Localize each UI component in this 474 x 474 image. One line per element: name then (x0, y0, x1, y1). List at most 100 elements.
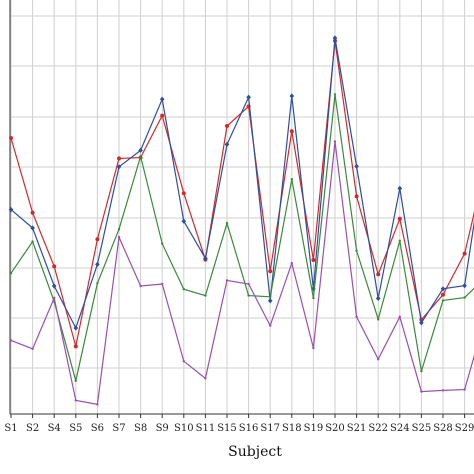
data-point (116, 164, 122, 170)
plot-frame (9, 0, 474, 418)
x-tick-label: S17 (260, 423, 280, 434)
data-point (247, 282, 250, 286)
x-tick-label: S24 (390, 423, 410, 434)
data-point (289, 129, 294, 134)
data-point (204, 294, 207, 297)
data-point (312, 296, 315, 300)
x-tick-label: S2 (26, 423, 39, 434)
data-point (204, 377, 207, 380)
x-tick-label: S21 (347, 423, 367, 434)
data-point (355, 249, 358, 252)
data-point (159, 96, 165, 102)
data-point (290, 262, 293, 265)
data-point (354, 194, 359, 199)
data-point (290, 178, 293, 181)
data-point (51, 283, 57, 289)
data-point (441, 292, 445, 297)
series-layer (8, 35, 474, 406)
data-point (96, 403, 99, 406)
data-point (182, 288, 185, 291)
series-line (10, 94, 474, 381)
data-point (463, 388, 466, 391)
data-point (74, 379, 78, 382)
data-point (333, 93, 337, 96)
x-tick-label: S5 (69, 423, 82, 434)
data-point (462, 283, 467, 289)
x-tick-label: S20 (325, 423, 345, 434)
data-point (441, 299, 445, 302)
x-tick-labels: S1 S2 S4 S5 S6 S7 S8 S9 S10 S11 S15 S16 S17 S18 S19 S20… (4, 423, 474, 434)
series-line (10, 40, 474, 347)
x-tick-label: S8 (134, 423, 147, 434)
data-point (267, 298, 273, 304)
data-point (73, 344, 78, 349)
data-point (73, 325, 79, 331)
x-tick-label: S6 (91, 423, 104, 434)
data-point (398, 315, 401, 318)
data-point (117, 236, 121, 239)
data-point (312, 346, 315, 350)
data-point (332, 35, 338, 41)
grid-lines (10, 0, 474, 414)
data-point (182, 360, 185, 363)
data-point (95, 261, 100, 267)
data-point (30, 210, 35, 215)
data-point (225, 279, 229, 282)
data-point (398, 239, 401, 242)
data-point (397, 216, 402, 221)
x-tick-label: S18 (282, 423, 302, 434)
x-tick-label: S29 (455, 423, 474, 434)
x-tick-label: S25 (412, 423, 432, 434)
data-point (9, 339, 13, 342)
x-tick-label: S11 (196, 423, 216, 434)
data-point (139, 155, 142, 158)
data-point (139, 284, 142, 288)
series-line (10, 37, 474, 330)
data-point (31, 240, 34, 243)
data-point (203, 255, 208, 261)
data-point (95, 237, 100, 242)
data-point (375, 295, 381, 301)
x-tick-label: S10 (174, 423, 194, 434)
data-point (161, 242, 164, 245)
data-point (138, 147, 143, 153)
data-point (161, 282, 164, 286)
x-tick-label: S16 (239, 423, 259, 434)
data-point (30, 225, 35, 231)
data-point (311, 286, 316, 292)
series-3 (9, 93, 474, 382)
data-point (355, 315, 358, 318)
data-point (117, 156, 121, 161)
data-point (311, 258, 316, 262)
series-1 (9, 38, 474, 349)
data-point (225, 124, 229, 128)
x-tick-label: S28 (433, 423, 453, 434)
data-point (74, 399, 78, 402)
data-point (419, 320, 424, 326)
data-point (376, 272, 381, 277)
x-tick-label: S22 (368, 423, 388, 434)
data-point (53, 296, 56, 300)
x-tick-label: S7 (112, 423, 125, 434)
data-point (8, 207, 14, 213)
series-2 (8, 35, 474, 331)
x-axis-title: Subject (228, 444, 282, 460)
data-point (181, 191, 186, 196)
x-tick-label: S15 (217, 423, 237, 434)
data-point (9, 272, 13, 275)
data-point (224, 141, 230, 147)
data-point (377, 318, 380, 321)
data-point (181, 218, 187, 224)
data-point (268, 269, 273, 274)
data-point (96, 282, 99, 285)
data-point (246, 94, 251, 100)
x-tick-label: S19 (304, 423, 324, 434)
series-4 (9, 140, 474, 406)
data-point (269, 295, 272, 298)
data-point (441, 389, 445, 392)
data-point (354, 163, 359, 169)
data-point (31, 347, 34, 350)
data-point (462, 251, 467, 256)
x-tick-label: S1 (4, 423, 17, 434)
